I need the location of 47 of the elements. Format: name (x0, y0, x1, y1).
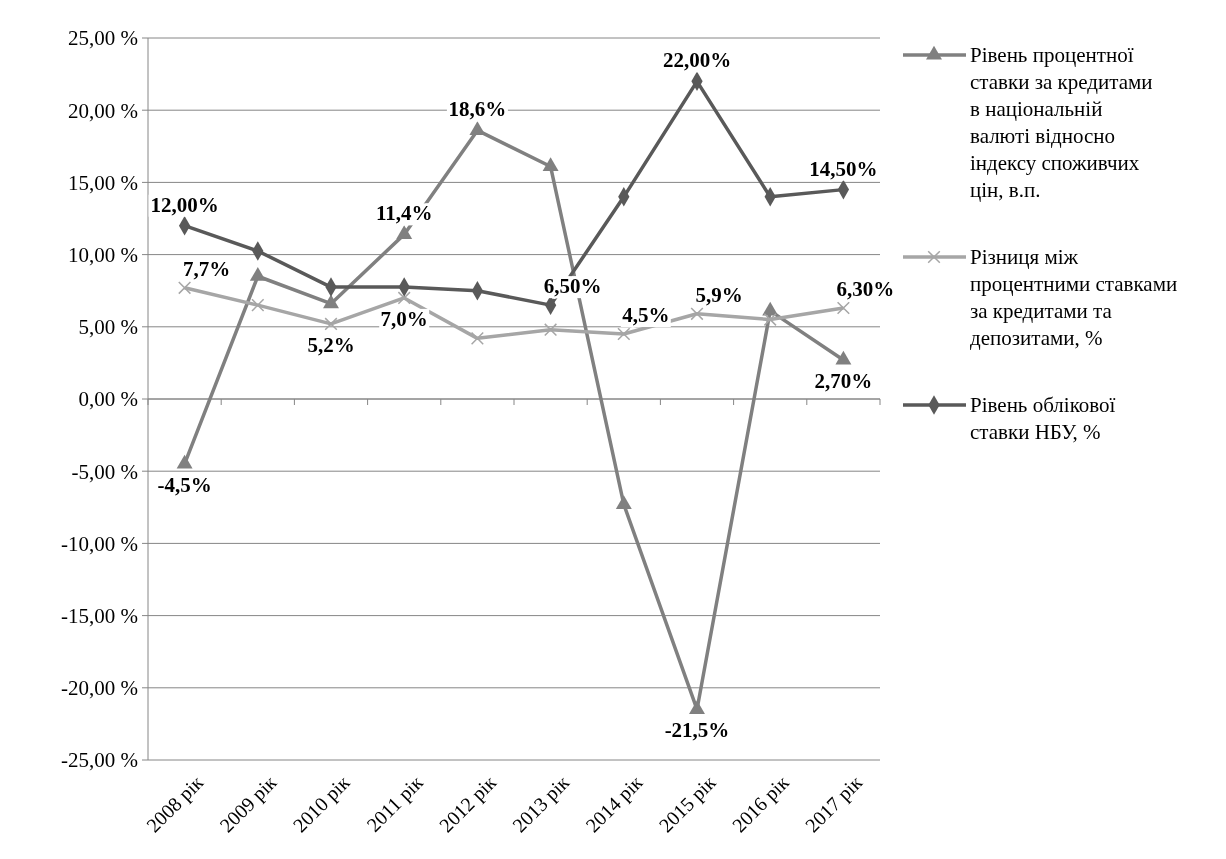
y-tick-label: 15,00 % (68, 170, 138, 195)
data-label: 5,2% (307, 332, 355, 357)
data-label: 22,00% (662, 48, 732, 73)
point (323, 294, 339, 309)
point (762, 301, 779, 316)
point (835, 350, 852, 365)
data-label: 7,0% (380, 306, 428, 331)
point (470, 331, 484, 345)
y-tick-label: 10,00 % (68, 242, 138, 267)
point (615, 495, 632, 510)
y-tick-label: 5,00 % (78, 315, 138, 340)
data-label: 12,00% (150, 192, 219, 217)
data-label: 11,4% (375, 201, 433, 226)
y-tick-label: -25,00 % (61, 748, 138, 773)
data-label: -21,5% (664, 718, 730, 743)
data-label: 5,9% (695, 282, 743, 307)
point (763, 313, 777, 327)
legend-label: Різниця між процентними ставками за кредитами та депозитами, % (970, 245, 1178, 350)
data-label: 18,6% (448, 97, 507, 122)
y-tick-label: 0,00 % (78, 387, 138, 412)
point (689, 700, 705, 715)
point (324, 317, 338, 331)
y-tick-label: 20,00 % (68, 98, 138, 123)
point (249, 267, 266, 281)
legend-label: Рівень процентної ставки за кредитами в національній валюті відносно індексу споживчих цін, в.п. (970, 43, 1153, 202)
data-label: 14,50% (809, 156, 878, 181)
data-label: 6,50% (543, 274, 602, 299)
point (176, 454, 193, 469)
point (690, 307, 704, 321)
data-label: 6,30% (836, 277, 895, 302)
y-tick-label: 25,00 % (68, 26, 138, 51)
data-label: 2,70% (814, 369, 873, 394)
x-tick-label: 2011 рік (362, 770, 428, 837)
data-label: 4,5% (622, 303, 670, 328)
y-tick-label: -10,00 % (61, 531, 138, 556)
point (836, 301, 850, 315)
point (251, 298, 265, 312)
y-tick-label: -15,00 % (61, 603, 138, 628)
point (544, 323, 558, 337)
data-label: -4,5% (157, 472, 212, 497)
y-tick-label: -20,00 % (61, 676, 138, 701)
point (178, 281, 192, 295)
point (397, 291, 411, 305)
point (617, 327, 631, 341)
y-tick-label: -5,00 % (71, 459, 138, 484)
legend-label: Рівень облікової ставки НБУ, % (970, 393, 1116, 444)
data-label: 7,7% (182, 256, 231, 281)
